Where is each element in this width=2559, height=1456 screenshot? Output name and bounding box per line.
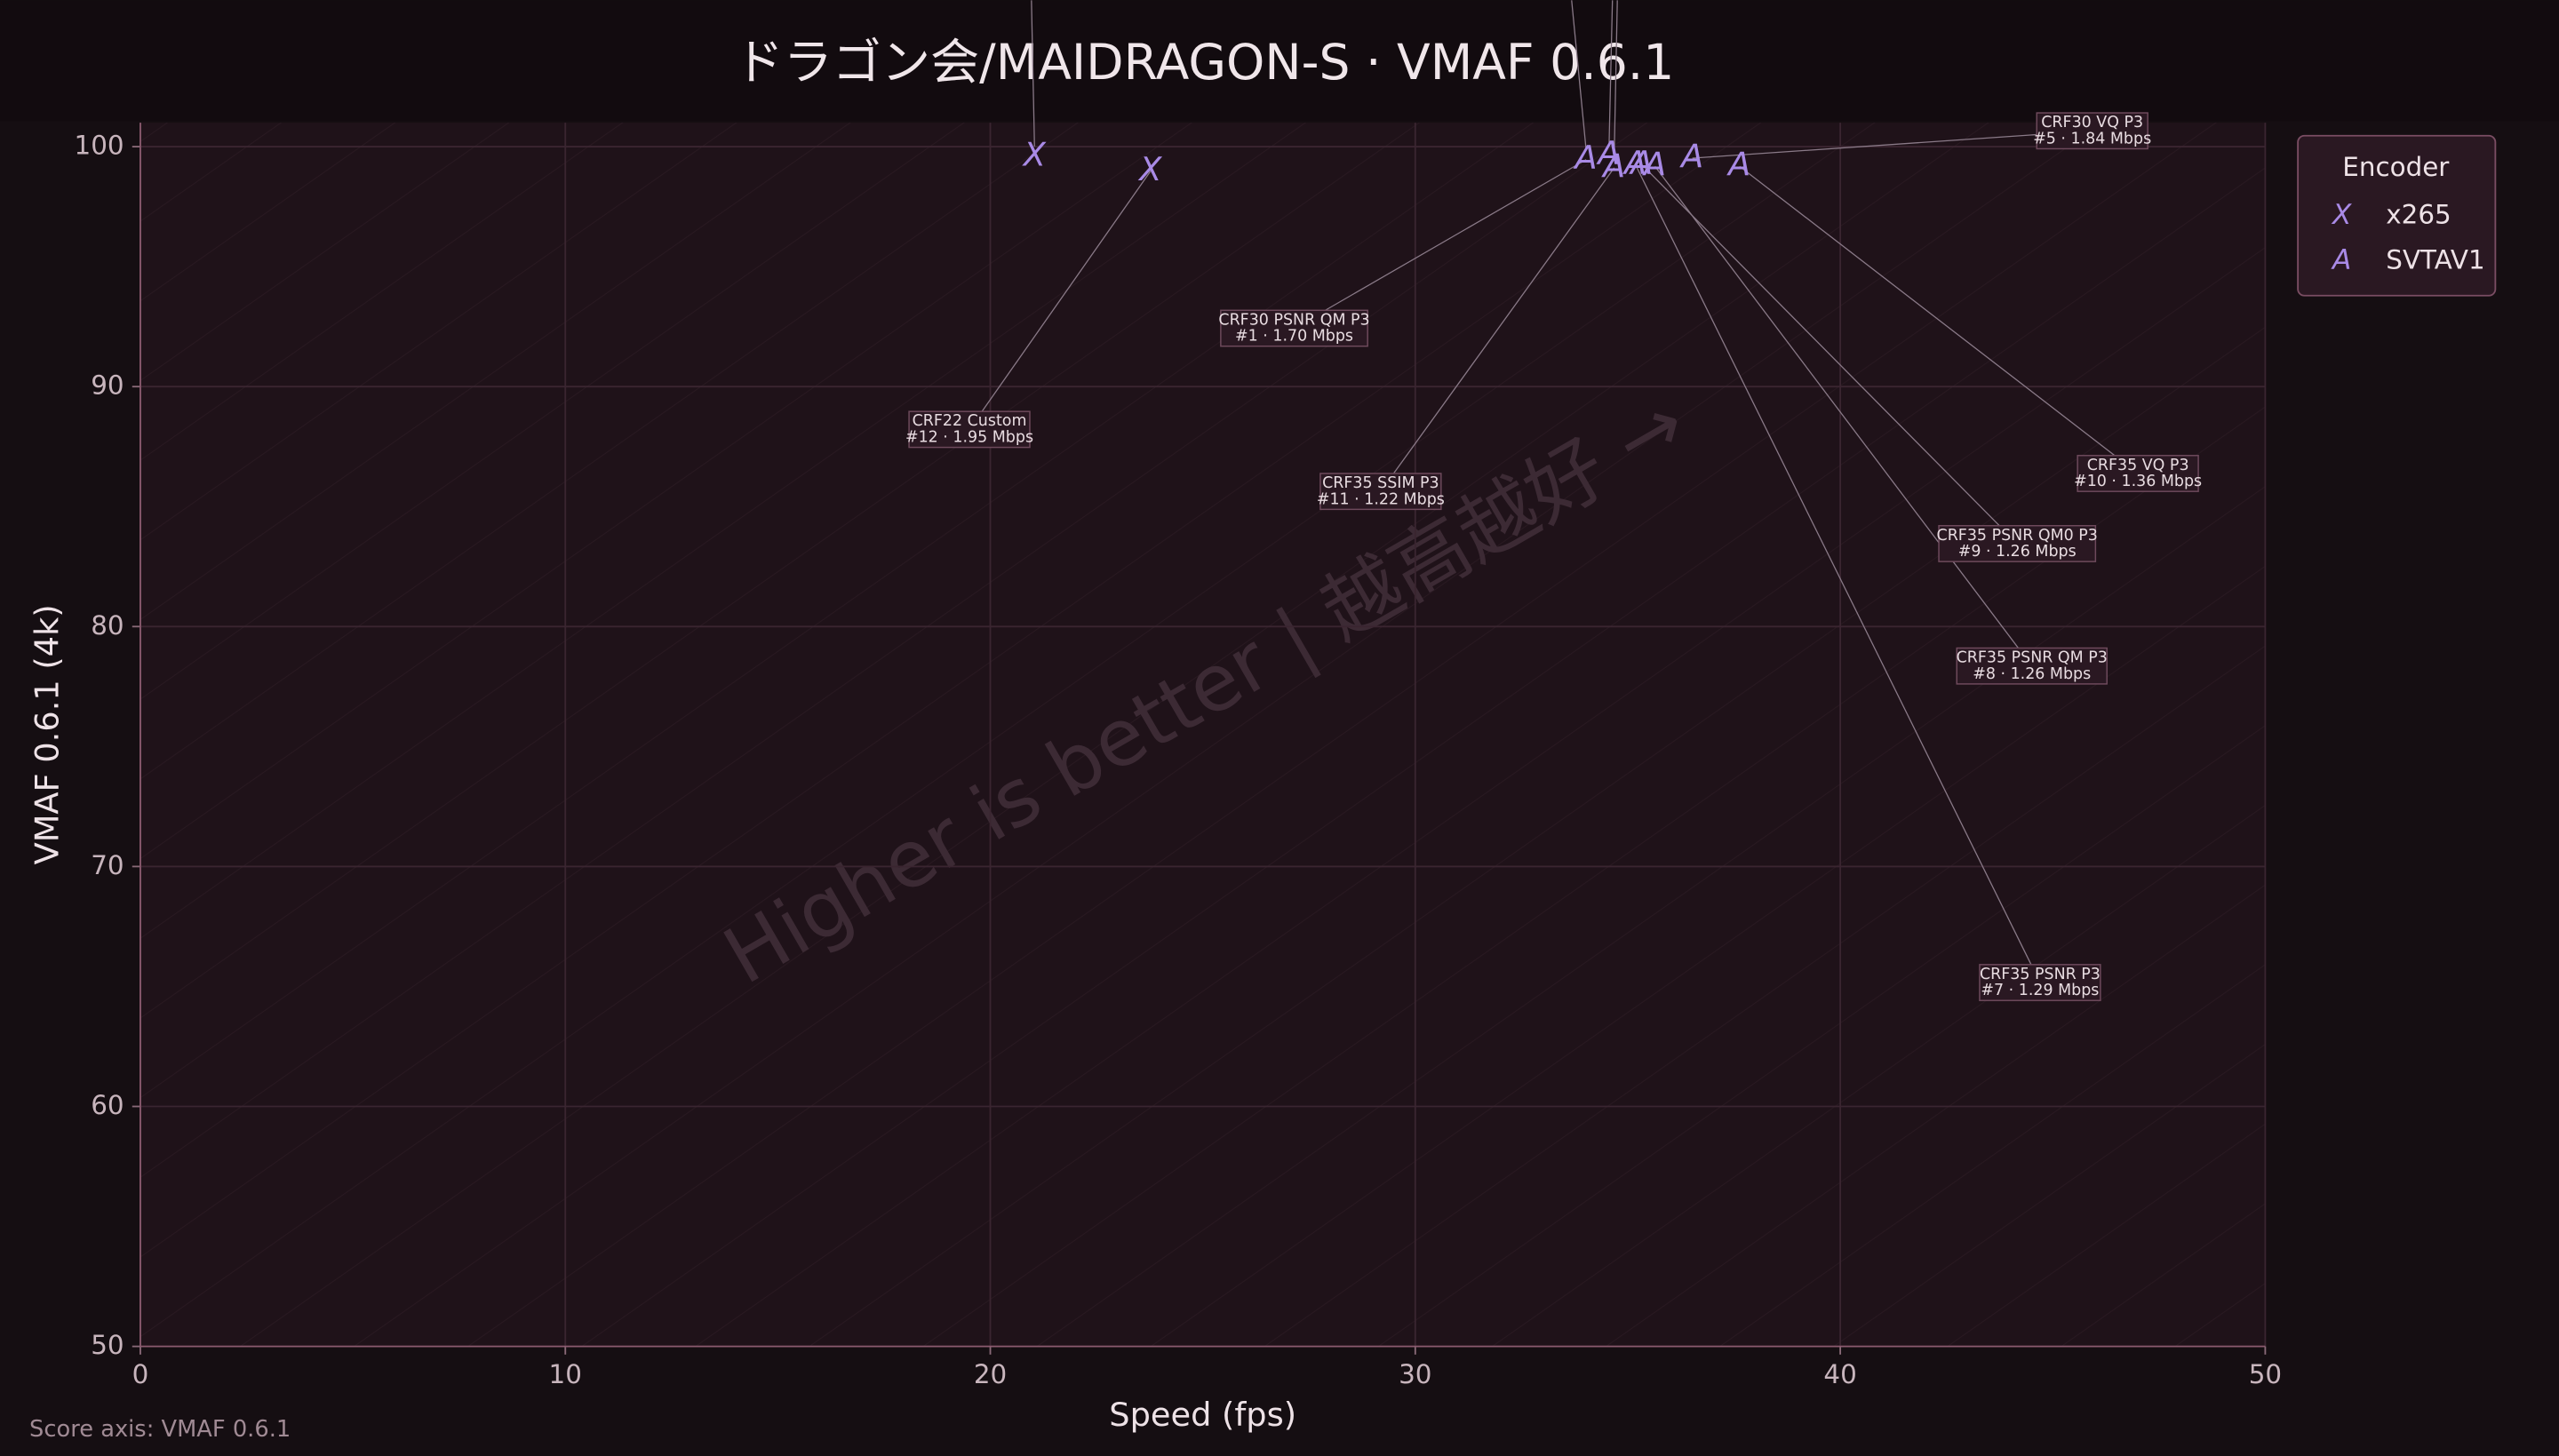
legend-title: Encoder	[2342, 152, 2450, 182]
marker: A	[1679, 138, 1703, 176]
title-bar	[0, 0, 2559, 122]
annotation-text: #12 · 1.95 Mbps	[905, 429, 1033, 447]
leader-line	[1380, 167, 1615, 492]
annotation-box	[2036, 112, 2148, 150]
y-tick-label: 50	[91, 1330, 124, 1360]
annotation-text: CRF35 SSIM P3	[1322, 474, 1439, 492]
annotation-text: #1 · 1.70 Mbps	[1235, 328, 1353, 346]
annotation-box	[1319, 473, 1442, 511]
annotation-box	[908, 410, 1031, 449]
leader-line	[1614, 0, 1618, 158]
y-tick-label: 90	[91, 370, 124, 401]
annotation-text: CRF35 PSNR P3	[1980, 966, 2101, 983]
annotation-box	[1979, 964, 2101, 1001]
marker: A	[1642, 146, 1666, 184]
leader-line	[1634, 164, 2041, 983]
x-axis-label: Speed (fps)	[1109, 1396, 1296, 1434]
annotation-text: CRF22 Custom	[913, 412, 1027, 430]
annotation-box	[1956, 647, 2108, 685]
legend-marker: X	[2331, 199, 2352, 231]
x-tick-label: 40	[1823, 1359, 1856, 1389]
x-tick-label: 50	[2249, 1359, 2282, 1389]
marker: A	[1596, 134, 1620, 172]
annotation-text: #8 · 1.26 Mbps	[1973, 665, 2091, 683]
legend-label: SVTAV1	[2386, 245, 2484, 275]
y-tick-label: 60	[91, 1090, 124, 1120]
marker: A	[1574, 139, 1598, 177]
marker: X	[1137, 150, 1162, 188]
leader-line	[969, 171, 1152, 430]
x-tick-label: 20	[974, 1359, 1007, 1389]
annotation-text: CRF35 PSNR QM0 P3	[1937, 527, 2098, 545]
annotation-text: #9 · 1.26 Mbps	[1958, 543, 2077, 561]
x-tick-label: 30	[1399, 1359, 1431, 1389]
leaders	[969, 0, 2139, 983]
annotation-box	[2077, 455, 2199, 492]
legend-label: x265	[2386, 199, 2451, 229]
x-tick-label: 0	[132, 1359, 149, 1389]
annotations: CRF22 Custom#12 · 1.95 Mbps CRF30 PSNR QM…	[905, 112, 2202, 1001]
annotation-text: #11 · 1.22 Mbps	[1317, 490, 1445, 508]
legend-marker: A	[2331, 244, 2351, 276]
chart-title: ドラゴン会/MAIDRAGON-S · VMAF 0.6.1	[735, 34, 1675, 91]
y-tick-label: 80	[91, 610, 124, 640]
leader-line	[1739, 165, 2139, 474]
leader-line	[1692, 130, 2093, 159]
annotation-text: CRF30 PSNR QM P3	[1218, 311, 1369, 329]
y-axis-label: VMAF 0.6.1 (4k)	[28, 604, 67, 864]
annotation-text: #10 · 1.36 Mbps	[2074, 473, 2202, 490]
marker: A	[1622, 144, 1646, 182]
x-tick-label: 10	[549, 1359, 582, 1389]
annotation-text: CRF35 VQ P3	[2087, 457, 2189, 474]
leader-line	[1654, 165, 2033, 667]
annotation-text: #5 · 1.84 Mbps	[2033, 130, 2151, 147]
leader-line	[1031, 0, 1035, 147]
y-tick-label: 100	[75, 131, 124, 161]
footnote: Score axis: VMAF 0.6.1	[29, 1416, 291, 1443]
y-tick-label: 70	[91, 850, 124, 880]
annotation-text: #7 · 1.29 Mbps	[1981, 982, 2099, 999]
marker: A	[1726, 146, 1750, 184]
annotation-box	[1220, 309, 1368, 347]
marker: X	[1022, 135, 1047, 173]
annotation-text: CRF30 VQ P3	[2041, 114, 2143, 131]
marker: A	[1601, 147, 1625, 185]
grid: 50 60 70 80 90 100 0 10 20 30 40 50	[75, 123, 2282, 1389]
legend-box	[2297, 134, 2497, 297]
leader-line	[1294, 159, 1587, 330]
marker: A	[1629, 144, 1653, 182]
annotation-text: CRF35 PSNR QM P3	[1957, 649, 2108, 667]
plot-pattern	[140, 123, 2266, 1347]
leader-line	[1571, 0, 1587, 150]
leader-line	[1641, 163, 2018, 545]
leader-line	[1608, 0, 1614, 146]
annotation-box	[1938, 525, 2097, 562]
